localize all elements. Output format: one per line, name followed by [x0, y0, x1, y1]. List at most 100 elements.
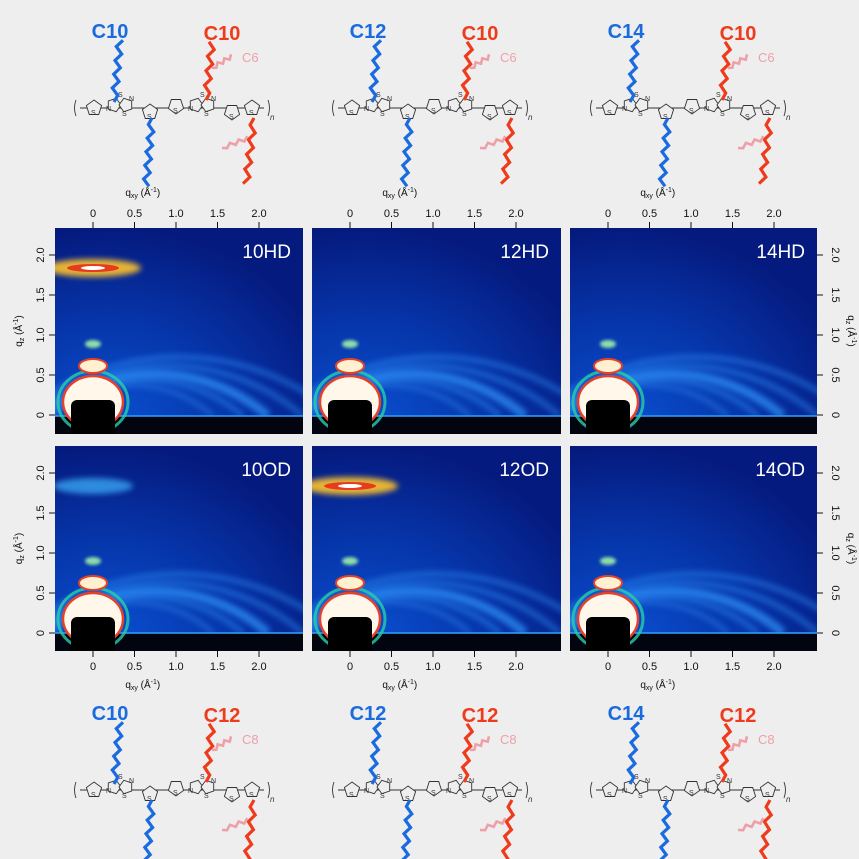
blue-chain-down [658, 799, 672, 859]
atom-label: S [431, 108, 436, 115]
bracket-right [267, 781, 270, 799]
blue-chain-up [368, 39, 383, 103]
atom-label: S [91, 792, 96, 799]
red-chain-down [241, 117, 258, 185]
pink-chain-down [479, 135, 507, 150]
atom-label: N [727, 96, 732, 103]
atom-label: N [446, 106, 451, 113]
qxy-label-top-unit: (Å [653, 186, 666, 199]
thiophene-ring [683, 99, 701, 115]
thiophene-ring [343, 99, 361, 115]
x-tick-label-bottom: 2.0 [508, 661, 523, 673]
qxy-label-bottom-sub: xy [646, 685, 654, 692]
qz-label-left-sub: z [19, 337, 26, 341]
atom-label: S [229, 796, 234, 803]
right-chain-label: C12 [720, 705, 757, 727]
x-tick-label-top: 0.5 [127, 208, 142, 220]
qxy-label-top-unit-close: ) [414, 188, 417, 199]
atom-label: S [716, 774, 721, 781]
atom-label: S [462, 111, 467, 118]
atom-label: N [727, 778, 732, 785]
atom-label: S [487, 114, 492, 121]
bracket-right [525, 99, 528, 117]
right-chain-label: C10 [720, 23, 757, 45]
atom-label: N [704, 788, 709, 795]
diffraction-ring [55, 354, 303, 395]
repeat-unit-n: n [786, 795, 791, 804]
qz-right-main: q [845, 315, 856, 321]
x-tick-label-bottom: 1.0 [168, 661, 183, 673]
fused-ring-b [118, 779, 133, 795]
atom-label: S [765, 110, 770, 117]
qxy-label-bottom-unit: (Å [395, 678, 408, 691]
lamellar-peak-3 [85, 340, 101, 348]
qz-label-right: qz (Å-1) [844, 315, 858, 346]
repeat-unit-n: n [528, 113, 533, 122]
x-tick-label-top: 1.5 [210, 208, 225, 220]
pink-chain-down [737, 817, 765, 832]
qxy-label-top: qxy (Å-1) [125, 186, 160, 200]
panel-label: 12HD [500, 242, 549, 263]
atom-label: S [720, 793, 725, 800]
left-chain-label: C14 [608, 703, 646, 725]
qxy-label-bottom-unit-close: ) [157, 680, 160, 691]
atom-label: S [376, 92, 381, 99]
atom-label: S [405, 796, 410, 803]
fused-ring-b [716, 97, 731, 113]
atom-label: S [507, 110, 512, 117]
qz-right-exp: -1 [850, 555, 857, 561]
atom-label: N [188, 106, 193, 113]
x-tick-label-bottom: 1.5 [210, 661, 225, 673]
x-tick-label-bottom: 0.5 [642, 661, 657, 673]
atom-label: S [634, 92, 639, 99]
thiophene-ring [85, 99, 103, 115]
atom-label: S [200, 774, 205, 781]
atom-label: N [704, 106, 709, 113]
qz-label-left-unit: (Å [12, 542, 25, 555]
diffraction-ring [312, 571, 561, 613]
blue-chain-down [399, 117, 414, 188]
qz-right-sub: z [844, 321, 851, 325]
x-tick-label-bottom: 0 [605, 661, 611, 673]
qxy-label-bottom-unit-close: ) [672, 680, 675, 691]
lamellar-peak-2 [78, 358, 108, 374]
atom-label: N [446, 788, 451, 795]
atom-label: S [745, 796, 750, 803]
qz-label-left: qz (Å-1) [12, 533, 26, 564]
red-chain-down [500, 799, 516, 859]
atom-label: S [376, 774, 381, 781]
y-tick-label-left: 1.5 [35, 505, 47, 520]
x-tick-label-top: 1.5 [467, 208, 482, 220]
horizon-shadow [55, 416, 303, 434]
side-chain-label: C6 [242, 50, 259, 65]
atom-label: N [129, 778, 134, 785]
lamellar-peak-3 [342, 557, 358, 565]
left-chain-label: C12 [350, 21, 387, 43]
x-tick-label-top: 0.5 [384, 208, 399, 220]
qz-label-left-unit: (Å [12, 325, 25, 338]
thiophene-ring [501, 781, 519, 797]
atom-label: S [431, 790, 436, 797]
qxy-label-top: qxy (Å-1) [382, 186, 417, 200]
y-tick-label-left: 0.5 [35, 585, 47, 600]
diffraction-ring [312, 354, 561, 396]
qxy-label-bottom: qxy (Å-1) [382, 678, 417, 692]
atom-label: S [249, 792, 254, 799]
thiophene-ring [501, 99, 519, 115]
qxy-label-top-unit-close: ) [157, 188, 160, 199]
qxy-label-top-exp: -1 [151, 187, 157, 194]
beamstop [328, 617, 372, 651]
pink-chain-up [469, 53, 491, 70]
diffraction-ring [55, 571, 303, 612]
qz-label-left-main: q [14, 341, 25, 347]
x-tick-label-bottom: 0.5 [127, 661, 142, 673]
qz-right-close: ) [845, 561, 856, 564]
panel-10OD [55, 446, 303, 651]
pink-chain-down [479, 817, 507, 832]
red-chain-up [718, 40, 733, 101]
atom-label: S [638, 111, 643, 118]
qxy-label-bottom-exp: -1 [666, 679, 672, 686]
